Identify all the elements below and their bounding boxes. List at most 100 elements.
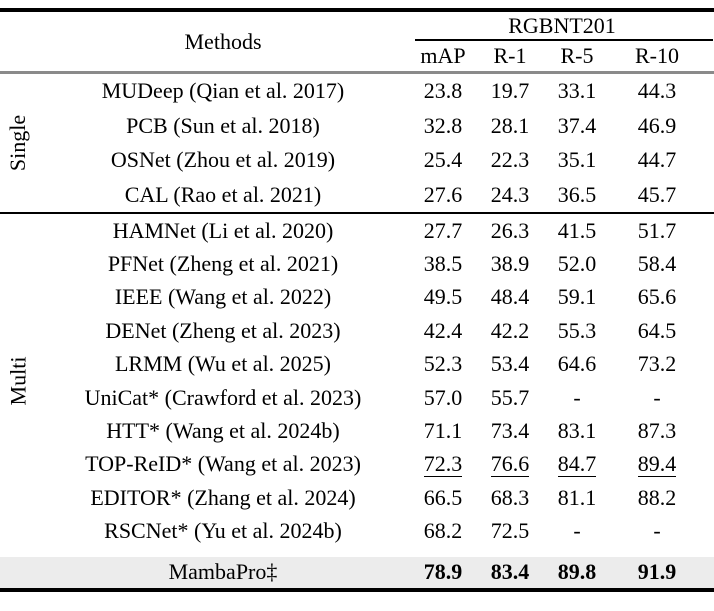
metric-header-r1: R-1 bbox=[493, 43, 527, 68]
metric-value: 35.1 bbox=[557, 147, 597, 173]
metric-value: 42.4 bbox=[423, 317, 463, 343]
table-row: PFNet (Zheng et al. 2021) 38.5 38.9 52.0… bbox=[0, 247, 714, 280]
metric-value: 36.5 bbox=[557, 181, 597, 207]
table-row: EDITOR* (Zhang et al. 2024) 66.5 68.3 81… bbox=[0, 481, 714, 514]
metric-value: 25.4 bbox=[423, 147, 463, 173]
metric-value: 32.8 bbox=[423, 112, 463, 138]
metric-value: - bbox=[573, 384, 581, 410]
method-name: PCB (Sun et al. 2018) bbox=[126, 112, 320, 138]
metric-value: 73.2 bbox=[637, 351, 677, 377]
metric-value: 76.6 bbox=[490, 450, 530, 478]
metric-value: 68.3 bbox=[490, 484, 530, 510]
table-row: HAMNet (Li et al. 2020) 27.7 26.3 41.5 5… bbox=[0, 214, 714, 247]
metric-value: 37.4 bbox=[557, 112, 597, 138]
metric-value: 89.8 bbox=[557, 559, 597, 585]
metric-value: 52.0 bbox=[557, 250, 597, 276]
table-row: LRMM (Wu et al. 2025) 52.3 53.4 64.6 73.… bbox=[0, 348, 714, 381]
method-name: OSNet (Zhou et al. 2019) bbox=[110, 147, 336, 173]
cmid-rule bbox=[415, 39, 713, 41]
metric-value: 55.3 bbox=[557, 317, 597, 343]
table-row: IEEE (Wang et al. 2022) 49.5 48.4 59.1 6… bbox=[0, 281, 714, 314]
metric-header-r10: R-10 bbox=[635, 43, 679, 68]
top-rule bbox=[0, 8, 714, 12]
dataset-name-header: RGBNT201 bbox=[508, 12, 616, 38]
method-name: CAL (Rao et al. 2021) bbox=[124, 181, 322, 207]
method-name: PFNet (Zheng et al. 2021) bbox=[107, 250, 339, 276]
metric-value: 19.7 bbox=[490, 78, 530, 104]
method-name: UniCat* (Crawford et al. 2023) bbox=[84, 384, 362, 410]
dataset-header-block: RGBNT201 mAP R-1 R-5 R-10 bbox=[410, 12, 714, 71]
method-name: RSCNet* (Yu et al. 2024b) bbox=[104, 518, 342, 544]
table-row: MUDeep (Qian et al. 2017) 23.8 19.7 33.1… bbox=[0, 74, 714, 109]
table-row: TOP-ReID* (Wang et al. 2023) 72.3 76.6 8… bbox=[0, 448, 714, 481]
method-name: DENet (Zheng et al. 2023) bbox=[105, 317, 341, 343]
metric-value: 46.9 bbox=[637, 112, 677, 138]
metric-value: 91.9 bbox=[637, 559, 677, 585]
metric-value: 38.5 bbox=[423, 250, 463, 276]
table-row: HTT* (Wang et al. 2024b) 71.1 73.4 83.1 … bbox=[0, 414, 714, 447]
table-row: UniCat* (Crawford et al. 2023) 57.0 55.7… bbox=[0, 381, 714, 414]
metric-value: 49.5 bbox=[423, 284, 463, 310]
table-row: DENet (Zheng et al. 2023) 42.4 42.2 55.3… bbox=[0, 314, 714, 347]
metric-value: 26.3 bbox=[490, 217, 530, 243]
metric-value: 55.7 bbox=[490, 384, 530, 410]
metric-value: 72.5 bbox=[490, 518, 530, 544]
metric-value: 64.5 bbox=[637, 317, 677, 343]
metric-value: 27.7 bbox=[423, 217, 463, 243]
method-name: HTT* (Wang et al. 2024b) bbox=[106, 417, 340, 443]
metric-value: 23.8 bbox=[423, 78, 463, 104]
metric-value: 83.1 bbox=[557, 417, 597, 443]
method-name: TOP-ReID* (Wang et al. 2023) bbox=[85, 451, 361, 477]
metric-value: 41.5 bbox=[557, 217, 597, 243]
metric-value: 59.1 bbox=[557, 284, 597, 310]
metric-value: - bbox=[653, 518, 661, 544]
group-label-single: Single bbox=[5, 114, 31, 172]
metric-value: 57.0 bbox=[423, 384, 463, 410]
method-name: MambaPro‡ bbox=[168, 559, 278, 585]
metric-value: 68.2 bbox=[423, 518, 463, 544]
metric-value: 27.6 bbox=[423, 181, 463, 207]
metric-header-map: mAP bbox=[420, 43, 466, 68]
metric-value: 66.5 bbox=[423, 484, 463, 510]
metric-value: 22.3 bbox=[490, 147, 530, 173]
results-table: Methods RGBNT201 mAP R-1 R-5 R-10 Single… bbox=[0, 8, 714, 592]
header-rule bbox=[0, 71, 714, 74]
metric-value: 89.4 bbox=[637, 450, 677, 478]
metric-value: 81.1 bbox=[557, 484, 597, 510]
metric-value: 48.4 bbox=[490, 284, 530, 310]
bottom-rule bbox=[0, 587, 714, 592]
metric-value: 64.6 bbox=[557, 351, 597, 377]
metric-value: 52.3 bbox=[423, 351, 463, 377]
method-name: EDITOR* (Zhang et al. 2024) bbox=[90, 484, 356, 510]
group-label-multi: Multi bbox=[5, 356, 30, 406]
metric-value: 42.2 bbox=[490, 317, 530, 343]
metric-value: 58.4 bbox=[637, 250, 677, 276]
group-multi: Multi HAMNet (Li et al. 2020) 27.7 26.3 … bbox=[0, 214, 714, 548]
metric-value: 33.1 bbox=[557, 78, 597, 104]
metric-value: 78.9 bbox=[423, 559, 463, 585]
metric-value: 28.1 bbox=[490, 112, 530, 138]
metric-value: 83.4 bbox=[490, 559, 530, 585]
table-header: Methods RGBNT201 mAP R-1 R-5 R-10 bbox=[0, 12, 714, 71]
group-separator-rule bbox=[0, 212, 714, 214]
method-name: HAMNet (Li et al. 2020) bbox=[112, 217, 334, 243]
metric-value: 44.3 bbox=[637, 78, 677, 104]
row-gap bbox=[0, 548, 714, 557]
metric-value: 51.7 bbox=[637, 217, 677, 243]
metric-value: 38.9 bbox=[490, 250, 530, 276]
metric-value: 73.4 bbox=[490, 417, 530, 443]
metric-value: 84.7 bbox=[557, 450, 597, 478]
metric-value: 72.3 bbox=[423, 450, 463, 478]
metric-value: 45.7 bbox=[637, 181, 677, 207]
metric-value: 71.1 bbox=[423, 417, 463, 443]
method-name: LRMM (Wu et al. 2025) bbox=[114, 351, 332, 377]
table-row: OSNet (Zhou et al. 2019) 25.4 22.3 35.1 … bbox=[0, 143, 714, 178]
group-single: Single MUDeep (Qian et al. 2017) 23.8 19… bbox=[0, 74, 714, 212]
table-row: RSCNet* (Yu et al. 2024b) 68.2 72.5 - - bbox=[0, 515, 714, 548]
metric-value: 65.6 bbox=[637, 284, 677, 310]
metric-value: - bbox=[573, 518, 581, 544]
method-name: MUDeep (Qian et al. 2017) bbox=[101, 78, 345, 104]
metric-value: 53.4 bbox=[490, 351, 530, 377]
table-row: CAL (Rao et al. 2021) 27.6 24.3 36.5 45.… bbox=[0, 178, 714, 213]
metric-value: 87.3 bbox=[637, 417, 677, 443]
